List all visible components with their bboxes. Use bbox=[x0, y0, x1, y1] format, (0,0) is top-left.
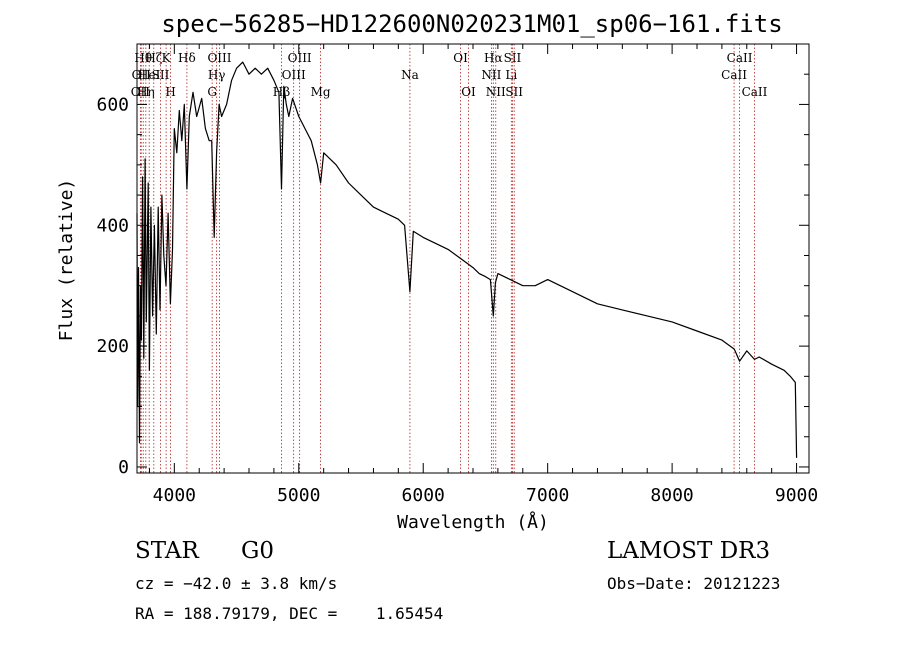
plot-frame bbox=[136, 43, 810, 474]
object-type: STAR bbox=[135, 538, 199, 564]
x-tick-label-3: 7000 bbox=[526, 485, 569, 506]
line-label-23: Li bbox=[505, 68, 517, 82]
object-subclass: G0 bbox=[241, 538, 275, 564]
y-axis-label: Flux (relative) bbox=[56, 179, 77, 342]
line-label-1: OII bbox=[132, 68, 152, 82]
line-label-3: Hη bbox=[137, 85, 155, 99]
line-label-25: SII bbox=[505, 85, 523, 99]
line-label-10: G bbox=[207, 85, 217, 99]
redshift-readout: cz = −42.0 ± 3.8 km/s bbox=[135, 574, 338, 593]
y-tick-label-1: 200 bbox=[96, 336, 129, 357]
x-tick-label-5: 9000 bbox=[775, 485, 818, 506]
survey-name: LAMOST DR3 bbox=[607, 538, 771, 564]
line-label-5: Hζ bbox=[145, 51, 162, 65]
y-tick-label-0: 0 bbox=[118, 457, 129, 478]
x-tick-label-4: 8000 bbox=[650, 485, 693, 506]
x-axis-label: Wavelength (Å) bbox=[397, 511, 549, 533]
line-label-12: OIII bbox=[207, 51, 231, 65]
line-label-26: CaII bbox=[721, 68, 747, 82]
line-label-15: OIII bbox=[288, 51, 312, 65]
line-label-4: HeI bbox=[138, 68, 161, 82]
line-label-19: OI bbox=[461, 85, 476, 99]
line-label-27: CaII bbox=[727, 51, 753, 65]
y-tick-label-3: 600 bbox=[96, 94, 129, 115]
spectrum-line bbox=[136, 61, 798, 458]
line-label-6: SII bbox=[152, 68, 170, 82]
line-label-14: OIII bbox=[282, 68, 306, 82]
obs-date: Obs−Date: 20121223 bbox=[607, 574, 781, 593]
line-label-11: Hγ bbox=[208, 68, 226, 82]
line-label-17: Na bbox=[401, 68, 419, 82]
line-label-2: Hθ bbox=[134, 51, 152, 65]
x-tick-label-2: 6000 bbox=[402, 485, 445, 506]
line-label-20: NII bbox=[481, 68, 501, 82]
line-label-24: SII bbox=[504, 51, 522, 65]
spectral-line-markers: OII OII Hθ Hη HeI Hζ SII K H Hδ G Hγ OIII Hβ OIII OIII M… bbox=[131, 44, 768, 473]
line-label-18: OI bbox=[453, 51, 468, 65]
axis-ticks: 4000 5000 6000 7000 8000 9000 0 200 400 600 bbox=[96, 43, 818, 506]
line-label-22: NII bbox=[486, 85, 506, 99]
coordinates-readout: RA = 188.79179, DEC = 1.65454 bbox=[135, 604, 444, 623]
y-tick-label-2: 400 bbox=[96, 215, 129, 236]
x-tick-label-1: 5000 bbox=[277, 485, 320, 506]
line-label-21: Hα bbox=[484, 51, 503, 65]
line-label-8: H bbox=[165, 85, 175, 99]
line-label-7: K bbox=[162, 51, 172, 65]
line-label-9: Hδ bbox=[178, 51, 196, 65]
chart-title: spec−56285−HD122600N020231M01_sp06−161.f… bbox=[161, 10, 782, 38]
line-label-0: OII bbox=[131, 85, 151, 99]
line-label-16: Mg bbox=[311, 85, 331, 99]
spectrum-series bbox=[136, 61, 798, 458]
line-label-13: Hβ bbox=[273, 85, 290, 99]
line-label-28: CaII bbox=[742, 85, 768, 99]
x-tick-label-0: 4000 bbox=[153, 485, 196, 506]
